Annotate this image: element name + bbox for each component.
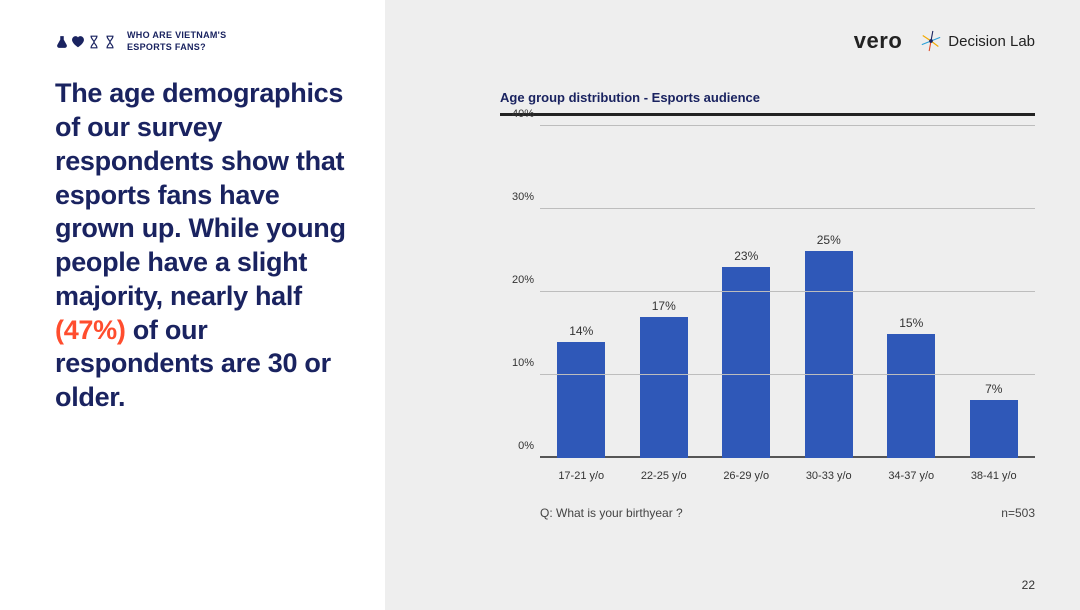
decision-lab-logo: Decision Lab [920, 30, 1035, 52]
left-panel: WHO ARE VIETNAM'S ESPORTS FANS? The age … [0, 0, 385, 610]
grid-line [540, 125, 1035, 126]
headline-pre: The age demographics of our survey respo… [55, 78, 346, 311]
y-tick-label: 10% [500, 357, 534, 369]
spark-icon [920, 30, 942, 52]
y-tick-label: 0% [500, 440, 534, 452]
headline-accent: (47%) [55, 315, 126, 345]
bar-value-label: 7% [985, 382, 1002, 396]
vero-logo: vero [854, 28, 902, 54]
headline: The age demographics of our survey respo… [55, 77, 355, 415]
x-tick-label: 34-37 y/o [870, 462, 953, 486]
bar-rect [722, 267, 770, 458]
heart-icon [71, 35, 85, 49]
bar-column: 17% [623, 126, 706, 458]
chart-rule [500, 113, 1035, 116]
x-tick-label: 22-25 y/o [623, 462, 706, 486]
chart-title: Age group distribution - Esports audienc… [500, 90, 1035, 105]
bars-container: 14% 17% 23% 25% 15% 7% [540, 126, 1035, 458]
slide: WHO ARE VIETNAM'S ESPORTS FANS? The age … [0, 0, 1080, 610]
logos: vero Decision Lab [854, 28, 1035, 54]
bar-rect [887, 334, 935, 459]
grid-line [540, 374, 1035, 375]
y-tick-label: 40% [500, 108, 534, 120]
flask-icon [55, 35, 69, 49]
right-panel: vero Decision Lab Age group dist [385, 0, 1080, 610]
header-row: WHO ARE VIETNAM'S ESPORTS FANS? [55, 30, 355, 53]
x-tick-label: 17-21 y/o [540, 462, 623, 486]
breadcrumb-line1: WHO ARE VIETNAM'S [127, 30, 226, 42]
bar-rect [557, 342, 605, 458]
bar-column: 15% [870, 126, 953, 458]
breadcrumb-line2: ESPORTS FANS? [127, 42, 226, 54]
bar-column: 25% [788, 126, 871, 458]
bar-value-label: 14% [569, 324, 593, 338]
bar-column: 14% [540, 126, 623, 458]
grid-line [540, 291, 1035, 292]
bar-value-label: 23% [734, 249, 758, 263]
y-tick-label: 30% [500, 191, 534, 203]
bar-rect [640, 317, 688, 458]
plot-wrap: 14%17%23%25%15%7% 0%10%20%30%40% 17-21 y… [500, 126, 1035, 486]
grid-line [540, 208, 1035, 209]
hourglass-outline-icon [87, 35, 101, 49]
x-tick-label: 38-41 y/o [953, 462, 1036, 486]
hourglass-outline2-icon [103, 35, 117, 49]
bar-column: 7% [953, 126, 1036, 458]
bar-rect [970, 400, 1018, 458]
y-tick-label: 20% [500, 274, 534, 286]
page-number: 22 [1022, 578, 1035, 592]
bar-rect [805, 251, 853, 459]
x-tick-label: 30-33 y/o [788, 462, 871, 486]
plot: 14%17%23%25%15%7% 0%10%20%30%40% [540, 126, 1035, 458]
footnote-question: Q: What is your birthyear ? [540, 506, 683, 520]
x-tick-label: 26-29 y/o [705, 462, 788, 486]
bar-value-label: 15% [899, 316, 923, 330]
bar-value-label: 25% [817, 233, 841, 247]
header-icons [55, 35, 117, 49]
bar-column: 23% [705, 126, 788, 458]
decision-lab-text: Decision Lab [948, 33, 1035, 50]
footnote-n: n=503 [1001, 506, 1035, 520]
chart-area: Age group distribution - Esports audienc… [500, 90, 1035, 570]
breadcrumb: WHO ARE VIETNAM'S ESPORTS FANS? [127, 30, 226, 53]
bar-value-label: 17% [652, 299, 676, 313]
x-labels: 17-21 y/o22-25 y/o26-29 y/o30-33 y/o34-3… [540, 462, 1035, 486]
footnote-row: Q: What is your birthyear ? n=503 [500, 506, 1035, 520]
